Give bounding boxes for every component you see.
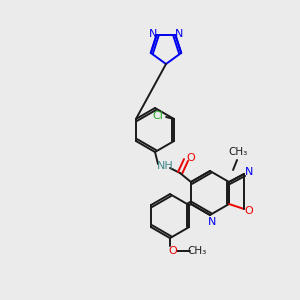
Text: O: O	[187, 153, 195, 163]
Text: N: N	[175, 29, 184, 39]
Text: O: O	[245, 206, 254, 216]
Text: O: O	[169, 246, 177, 256]
Text: NH: NH	[157, 161, 173, 171]
Text: N: N	[148, 29, 157, 39]
Text: N: N	[245, 167, 253, 177]
Text: Cl: Cl	[153, 111, 164, 121]
Text: CH₃: CH₃	[188, 246, 207, 256]
Text: N: N	[208, 217, 216, 227]
Text: CH₃: CH₃	[228, 147, 248, 157]
